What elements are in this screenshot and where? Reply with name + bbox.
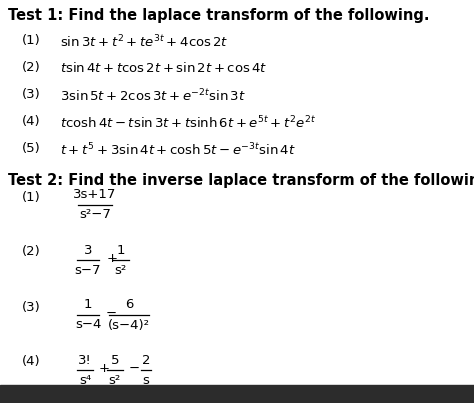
Text: (5): (5): [22, 142, 41, 155]
Text: s−4: s−4: [75, 318, 101, 332]
Text: s²−7: s²−7: [79, 208, 111, 222]
Text: $t\cosh 4t - t\sin 3t + t\sinh 6t + e^{5t} + t^{2}e^{2t}$: $t\cosh 4t - t\sin 3t + t\sinh 6t + e^{5…: [60, 115, 317, 132]
Text: $\sin 3t + t^{2} + te^{3t} + 4\cos 2t$: $\sin 3t + t^{2} + te^{3t} + 4\cos 2t$: [60, 34, 228, 51]
Text: (1): (1): [22, 34, 41, 47]
Text: 6: 6: [125, 299, 133, 312]
Text: s−7: s−7: [75, 264, 101, 276]
Text: s⁴: s⁴: [79, 374, 91, 386]
Bar: [0, 385, 474, 403]
Text: 3!: 3!: [78, 353, 92, 366]
Text: (4): (4): [22, 355, 41, 368]
Text: +: +: [99, 361, 110, 374]
Text: $t + t^{5} + 3\sin 4t + \cosh 5t - e^{-3t}\sin 4t$: $t + t^{5} + 3\sin 4t + \cosh 5t - e^{-3…: [60, 142, 296, 159]
Text: (1): (1): [22, 191, 41, 204]
Text: (2): (2): [22, 245, 41, 258]
Text: 1: 1: [117, 243, 125, 256]
Text: (3): (3): [22, 88, 41, 101]
Text: (2): (2): [22, 61, 41, 74]
Text: −: −: [106, 307, 117, 320]
Text: $3\sin 5t + 2\cos 3t + e^{-2t}\sin 3t$: $3\sin 5t + 2\cos 3t + e^{-2t}\sin 3t$: [60, 88, 246, 105]
Text: 1: 1: [84, 299, 92, 312]
Text: $t\sin 4t + t\cos 2t + \sin 2t + \cos 4t$: $t\sin 4t + t\cos 2t + \sin 2t + \cos 4t…: [60, 61, 267, 75]
Text: −: −: [129, 361, 140, 374]
Text: 3s+17: 3s+17: [73, 189, 117, 202]
Text: +: +: [107, 251, 118, 264]
Text: (3): (3): [22, 301, 41, 314]
Text: 2: 2: [142, 353, 150, 366]
Text: 5: 5: [110, 353, 119, 366]
Text: s: s: [142, 374, 149, 386]
Text: Test 2: Find the inverse laplace transform of the following.: Test 2: Find the inverse laplace transfo…: [8, 173, 474, 188]
Text: (4): (4): [22, 115, 41, 128]
Text: 3: 3: [84, 243, 92, 256]
Text: Test 1: Find the laplace transform of the following.: Test 1: Find the laplace transform of th…: [8, 8, 429, 23]
Text: s²: s²: [109, 374, 121, 386]
Text: (s−4)²: (s−4)²: [108, 318, 150, 332]
Text: s²: s²: [115, 264, 127, 276]
